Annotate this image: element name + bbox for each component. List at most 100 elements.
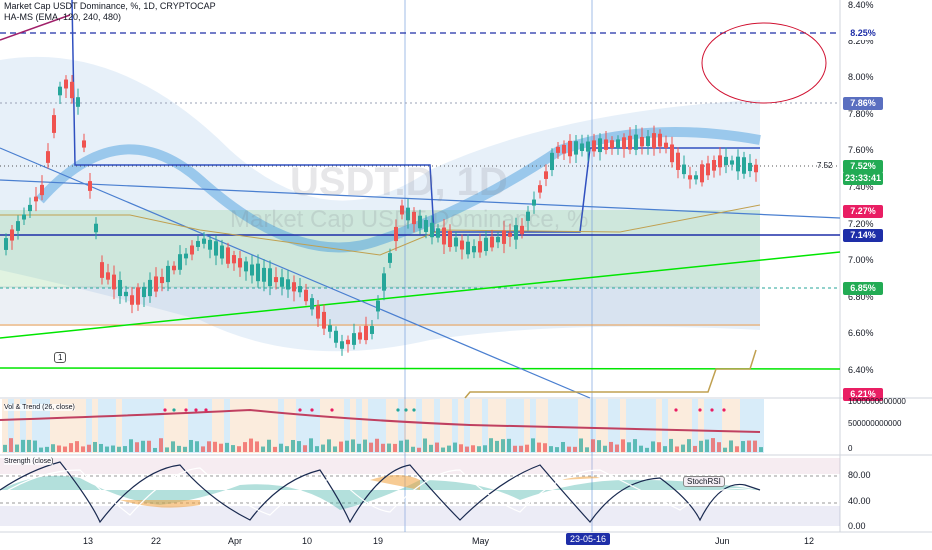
- strength-tick: 0.00: [848, 521, 866, 531]
- candle: [682, 164, 686, 175]
- price-tick: 6.80%: [848, 292, 874, 302]
- trend-stripe: [134, 399, 140, 453]
- volume-bar: [699, 440, 703, 452]
- trend-stripe: [338, 399, 344, 453]
- trend-stripe: [746, 399, 752, 453]
- trend-stripe: [86, 399, 92, 453]
- volume-bar: [171, 441, 175, 452]
- volume-bar: [693, 445, 697, 452]
- price-label-8-25: 8.25%: [843, 27, 883, 40]
- strength-tick: 80.00: [848, 470, 871, 480]
- trend-stripe: [692, 399, 698, 453]
- candle: [736, 156, 740, 172]
- trend-stripe: [716, 399, 722, 453]
- candle: [502, 230, 506, 244]
- candle: [652, 133, 656, 149]
- candle: [412, 211, 416, 225]
- volume-bar: [579, 438, 583, 452]
- volume-bar: [717, 442, 721, 452]
- olive-line: [0, 204, 761, 256]
- price-label-7-27: 7.27%: [843, 205, 883, 218]
- candle: [664, 142, 668, 148]
- trend-stripe: [356, 399, 362, 453]
- volume-bar: [471, 445, 475, 452]
- description-watermark: Market Cap USDT Dominance, %: [230, 206, 589, 233]
- trend-stripe: [26, 399, 32, 453]
- candle: [58, 86, 62, 96]
- candle: [562, 144, 566, 154]
- trend-stripe: [638, 399, 644, 453]
- trend-stripe: [458, 399, 464, 453]
- date-label: Apr: [228, 536, 243, 546]
- signal-dot: [722, 408, 726, 412]
- trend-stripe: [686, 399, 692, 453]
- trend-stripe: [416, 399, 422, 453]
- volume-bar: [57, 445, 61, 452]
- trend-stripe: [98, 399, 104, 453]
- volume-bar: [387, 443, 391, 452]
- candle: [130, 295, 134, 305]
- volume-bar: [153, 447, 157, 452]
- trend-stripe: [452, 399, 458, 453]
- candle: [280, 277, 284, 287]
- volume-bar: [411, 446, 415, 452]
- volume-bar: [633, 439, 637, 452]
- candle: [214, 241, 218, 256]
- volume-bar: [357, 443, 361, 452]
- volume-bar: [663, 446, 667, 452]
- candle: [298, 286, 302, 293]
- trend-stripe: [230, 399, 236, 453]
- trend-stripe: [56, 399, 62, 453]
- trend-stripe: [92, 399, 98, 453]
- volume-bar: [15, 444, 19, 452]
- volume-bar: [99, 443, 103, 452]
- signal-dot: [674, 408, 678, 412]
- trend-stripe: [566, 399, 572, 453]
- vertical-marker: [404, 0, 406, 532]
- trend-stripe: [632, 399, 638, 453]
- volume-bar: [483, 445, 487, 452]
- volume-bar: [291, 439, 295, 452]
- candle: [454, 237, 458, 247]
- trend-stripe: [260, 399, 266, 453]
- candle: [268, 268, 272, 287]
- volume-bar: [189, 439, 193, 452]
- volume-bar: [237, 446, 241, 452]
- bar-countdown: 23:33:41: [843, 172, 883, 185]
- candle: [10, 229, 14, 241]
- date-label: 10: [302, 536, 313, 546]
- volume-bar: [129, 439, 133, 452]
- symbol-title: Market Cap USDT Dominance, %, 1D, CRYPTO…: [4, 1, 216, 11]
- volume-bar: [537, 442, 541, 452]
- candle: [4, 238, 8, 250]
- signal-dot: [396, 408, 400, 412]
- candle: [340, 341, 344, 349]
- candle: [646, 136, 650, 147]
- trend-stripe: [2, 399, 8, 453]
- trend-stripe: [20, 399, 26, 453]
- trend-stripe: [170, 399, 176, 453]
- volume-bar: [669, 438, 673, 452]
- candle: [700, 164, 704, 183]
- volume-bar: [447, 445, 451, 452]
- candle: [490, 236, 494, 248]
- price-tick: 8.20%: [848, 36, 874, 46]
- volume-bar: [117, 446, 121, 452]
- volume-bar: [675, 446, 679, 452]
- price-tick: 8.40%: [848, 0, 874, 10]
- trend-stripe: [212, 399, 218, 453]
- candle: [196, 241, 200, 247]
- price-tick: 8.00%: [848, 72, 874, 82]
- volume-trend-line: [0, 408, 761, 433]
- trend-stripe: [650, 399, 656, 453]
- trend-stripe: [278, 399, 284, 453]
- trend-stripe: [722, 399, 728, 453]
- candle: [64, 79, 68, 89]
- price-tick: 7.40%: [848, 182, 874, 192]
- volume-bar: [69, 443, 73, 452]
- volume-bar: [423, 438, 427, 452]
- signal-dot: [172, 408, 176, 412]
- signal-dot: [404, 408, 408, 412]
- candle: [598, 138, 602, 153]
